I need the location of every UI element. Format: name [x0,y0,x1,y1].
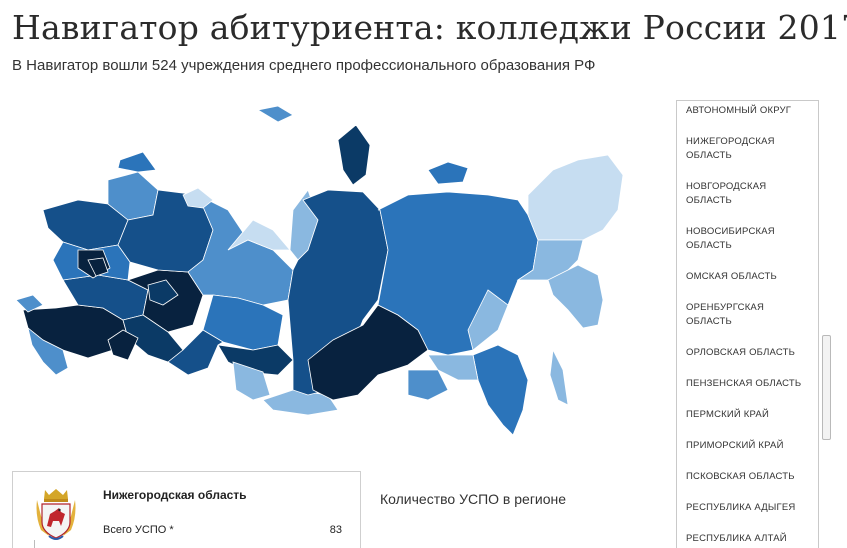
region-list-item-label: ОРЕНБУРГСКАЯ ОБЛАСТЬ [686,302,765,327]
region-list-scrollbar-thumb[interactable] [822,335,831,440]
map-region[interactable] [27,326,69,376]
region-list-items: НЕНЕЦКИЙАВТОНОМНЫЙ ОКРУГ НИЖЕГОРОДСКАЯ ОБЛ… [677,101,818,548]
map-region[interactable] [256,105,294,123]
region-list-item[interactable]: ОРЛОВСКАЯ ОБЛАСТЬ [677,346,818,360]
map-region[interactable] [472,344,529,436]
map-region[interactable] [337,124,371,186]
info-stat-value: 83 [329,524,342,536]
region-list-item[interactable]: НОВОСИБИРСКАЯ ОБЛАСТЬ [677,225,818,253]
region-list-item-label: РЕСПУБЛИКА АЛТАЙ [686,533,787,544]
region-list-item-label: ПЕНЗЕНСКАЯ ОБЛАСТЬ [686,378,802,389]
region-list-item[interactable]: РЕСПУБЛИКА АДЫГЕЯ [677,501,818,515]
map-region[interactable] [467,289,509,351]
map-region[interactable] [87,257,109,277]
region-list-scrollbar[interactable] [821,100,833,548]
map-region[interactable] [182,187,214,209]
region-list-item-label: ОБЛАСТЬ [686,150,732,161]
legend-title: Количество УСПО в регионе [380,491,567,507]
region-list-item-label: ОРЛОВСКАЯ ОБЛАСТЬ [686,347,796,358]
region-list-item-label: РЕСПУБЛИКА АДЫГЕЯ [686,502,796,513]
region-list-item[interactable]: РЕСПУБЛИКА АЛТАЙ [677,532,818,546]
divider [34,540,35,548]
region-list-item[interactable]: ПСКОВСКАЯ ОБЛАСТЬ [677,470,818,484]
map-region[interactable] [217,344,294,376]
region-list-item[interactable]: ПЕНЗЕНСКАЯ ОБЛАСТЬ [677,377,818,391]
region-list-item-label: ПЕРМСКИЙ КРАЙ [686,409,769,420]
russia-choropleth-map[interactable] [8,100,628,460]
map-region[interactable] [147,279,179,306]
region-list[interactable]: НЕНЕЦКИЙАВТОНОМНЫЙ ОКРУГ НИЖЕГОРОДСКАЯ ОБЛ… [676,100,819,548]
map-region[interactable] [549,348,569,406]
map-region[interactable] [427,161,469,185]
russia-map-svg[interactable] [8,100,628,460]
info-stat-label: Всего УСПО * [103,524,174,536]
page-title: Навигатор абитуриента: колледжи России 2… [12,8,847,47]
region-list-item[interactable]: НИЖЕГОРОДСКАЯ ОБЛАСТЬ [677,135,818,163]
region-list-item-label: ПРИМОРСКИЙ КРАЙ [686,440,784,451]
region-list-item[interactable]: НЕНЕЦКИЙ [677,101,818,104]
map-region[interactable] [232,361,271,401]
region-info-card: Нижегородская область Всего УСПО * 83 [12,471,361,548]
page-subtitle: В Навигатор вошли 524 учреждения среднег… [12,57,596,74]
region-list-item-label: НОВГОРОДСКАЯ [686,181,767,192]
region-list-item-label: ОБЛАСТЬ [686,240,732,251]
region-list-item-label: НОВОСИБИРСКАЯ [686,226,775,237]
info-region-name: Нижегородская область [103,488,247,502]
region-list-item[interactable]: ПРИМОРСКИЙ КРАЙ [677,439,818,453]
map-region[interactable] [527,154,624,241]
map-region[interactable] [167,329,224,376]
region-list-item-label: ОМСКАЯ ОБЛАСТЬ [686,271,777,282]
region-list-item[interactable]: ОМСКАЯ ОБЛАСТЬ [677,270,818,284]
region-list-item-label: АВТОНОМНЫЙ ОКРУГ [686,105,792,116]
coat-of-arms-icon [36,489,76,540]
region-list-item[interactable]: ОРЕНБУРГСКАЯ ОБЛАСТЬ [677,301,818,329]
map-region[interactable] [547,264,604,329]
map-region[interactable] [15,294,44,313]
region-list-item[interactable]: АВТОНОМНЫЙ ОКРУГ [677,104,818,118]
region-list-item[interactable]: НОВГОРОДСКАЯ ОБЛАСТЬ [677,180,818,208]
map-region[interactable] [107,329,139,361]
region-list-item-label: ПСКОВСКАЯ ОБЛАСТЬ [686,471,795,482]
map-region[interactable] [407,369,449,401]
map-region[interactable] [117,151,157,173]
region-list-item[interactable]: ПЕРМСКИЙ КРАЙ [677,408,818,422]
region-list-item-label: НЕНЕЦКИЙ [686,101,812,104]
region-list-item-label: ОБЛАСТЬ [686,195,732,206]
region-list-item-label: НИЖЕГОРОДСКАЯ [686,136,775,147]
